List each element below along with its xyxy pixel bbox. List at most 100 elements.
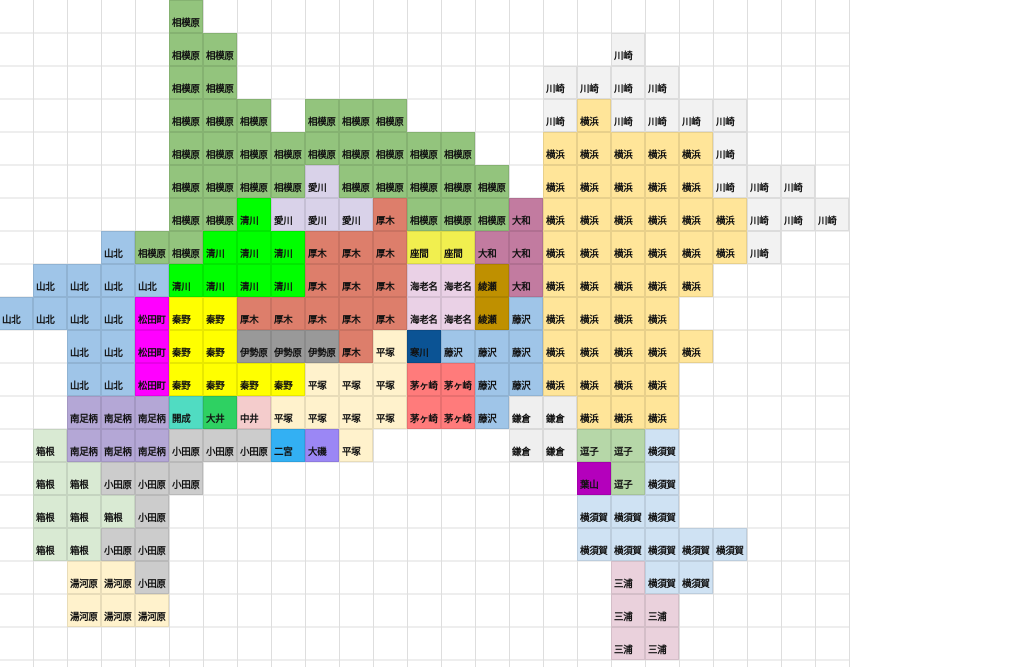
- cell[interactable]: 相模原: [169, 0, 203, 33]
- cell[interactable]: 川崎: [747, 230, 781, 264]
- cell[interactable]: 山北: [67, 329, 101, 363]
- cell[interactable]: 横須賀: [577, 494, 611, 528]
- cell[interactable]: 愛川: [339, 197, 373, 231]
- cell[interactable]: 川崎: [781, 197, 815, 231]
- cell[interactable]: 横須賀: [679, 560, 713, 594]
- cell[interactable]: 厚木: [305, 263, 339, 297]
- cell[interactable]: 横浜: [543, 230, 577, 264]
- cell[interactable]: 三浦: [645, 626, 679, 660]
- cell[interactable]: 厚木: [339, 230, 373, 264]
- cell[interactable]: 横浜: [543, 296, 577, 330]
- cell[interactable]: 山北: [33, 263, 67, 297]
- cell[interactable]: 相模原: [407, 131, 441, 165]
- cell[interactable]: 箱根: [33, 428, 67, 462]
- cell[interactable]: 相模原: [271, 131, 305, 165]
- cell[interactable]: 横須賀: [645, 527, 679, 561]
- cell[interactable]: 相模原: [169, 131, 203, 165]
- cell[interactable]: 横須賀: [645, 560, 679, 594]
- cell[interactable]: 三浦: [645, 593, 679, 627]
- cell[interactable]: 二宮: [271, 428, 305, 462]
- cell[interactable]: 相模原: [407, 197, 441, 231]
- cell[interactable]: 三浦: [611, 593, 645, 627]
- cell[interactable]: 横浜: [645, 395, 679, 429]
- cell[interactable]: 南足柄: [135, 395, 169, 429]
- cell[interactable]: 平塚: [305, 395, 339, 429]
- cell[interactable]: 秦野: [203, 329, 237, 363]
- cell[interactable]: 横浜: [577, 263, 611, 297]
- cell[interactable]: 茅ヶ崎: [407, 362, 441, 396]
- spreadsheet-grid[interactable]: 相模原 相模原 相模原 川崎 相模原 相模原 川崎 川崎 川崎 川崎 相模原 相模原 相模原 相模原 相模原…: [0, 0, 850, 667]
- cell[interactable]: 横浜: [577, 164, 611, 198]
- cell[interactable]: 箱根: [67, 494, 101, 528]
- cell[interactable]: 横浜: [679, 197, 713, 231]
- cell[interactable]: 横須賀: [611, 527, 645, 561]
- cell[interactable]: 横浜: [543, 197, 577, 231]
- cell[interactable]: 横浜: [679, 263, 713, 297]
- cell[interactable]: 山北: [67, 362, 101, 396]
- cell[interactable]: 横浜: [645, 296, 679, 330]
- cell[interactable]: 湯河原: [101, 593, 135, 627]
- cell[interactable]: 相模原: [135, 230, 169, 264]
- cell[interactable]: 川崎: [747, 197, 781, 231]
- cell[interactable]: 湯河原: [67, 560, 101, 594]
- cell[interactable]: 横浜: [611, 230, 645, 264]
- cell[interactable]: 箱根: [33, 494, 67, 528]
- cell[interactable]: 厚木: [271, 296, 305, 330]
- cell[interactable]: 茅ヶ崎: [407, 395, 441, 429]
- cell[interactable]: 横浜: [679, 230, 713, 264]
- cell[interactable]: 大井: [203, 395, 237, 429]
- cell[interactable]: 厚木: [373, 263, 407, 297]
- cell[interactable]: 横浜: [577, 329, 611, 363]
- cell[interactable]: 相模原: [169, 65, 203, 99]
- cell[interactable]: 横須賀: [679, 527, 713, 561]
- cell[interactable]: 小田原: [135, 560, 169, 594]
- cell[interactable]: 厚木: [339, 263, 373, 297]
- cell[interactable]: 清川: [203, 230, 237, 264]
- cell[interactable]: 横浜: [611, 131, 645, 165]
- cell[interactable]: 厚木: [305, 296, 339, 330]
- cell[interactable]: 山北: [135, 263, 169, 297]
- cell[interactable]: 相模原: [203, 98, 237, 132]
- cell[interactable]: 南足柄: [135, 428, 169, 462]
- cell[interactable]: 小田原: [169, 428, 203, 462]
- cell[interactable]: 小田原: [101, 461, 135, 495]
- cell[interactable]: 川崎: [543, 65, 577, 99]
- cell[interactable]: 海老名: [407, 263, 441, 297]
- cell[interactable]: 相模原: [305, 131, 339, 165]
- cell[interactable]: 厚木: [373, 197, 407, 231]
- cell[interactable]: 横浜: [645, 230, 679, 264]
- cell[interactable]: 厚木: [373, 230, 407, 264]
- cell[interactable]: 横浜: [543, 164, 577, 198]
- cell[interactable]: 横浜: [577, 362, 611, 396]
- cell[interactable]: 横浜: [577, 197, 611, 231]
- cell[interactable]: 横浜: [543, 362, 577, 396]
- cell[interactable]: 茅ヶ崎: [441, 395, 475, 429]
- cell[interactable]: 川崎: [815, 197, 849, 231]
- cell[interactable]: 平塚: [373, 329, 407, 363]
- cell[interactable]: 相模原: [441, 131, 475, 165]
- cell[interactable]: 横浜: [611, 296, 645, 330]
- cell[interactable]: 横浜: [645, 197, 679, 231]
- cell[interactable]: 横浜: [611, 197, 645, 231]
- cell[interactable]: 相模原: [169, 98, 203, 132]
- cell[interactable]: 横浜: [611, 362, 645, 396]
- cell[interactable]: 逗子: [577, 428, 611, 462]
- cell[interactable]: 横浜: [577, 230, 611, 264]
- cell[interactable]: 松田町: [135, 329, 169, 363]
- cell[interactable]: 平塚: [339, 395, 373, 429]
- cell[interactable]: 川崎: [713, 164, 747, 198]
- cell[interactable]: 山北: [67, 296, 101, 330]
- cell[interactable]: 相模原: [305, 98, 339, 132]
- cell[interactable]: 南足柄: [67, 395, 101, 429]
- cell[interactable]: 川崎: [713, 98, 747, 132]
- cell[interactable]: 秦野: [169, 329, 203, 363]
- cell[interactable]: 横須賀: [645, 428, 679, 462]
- cell[interactable]: 厚木: [339, 296, 373, 330]
- cell[interactable]: 横浜: [611, 395, 645, 429]
- cell[interactable]: 中井: [237, 395, 271, 429]
- cell[interactable]: 清川: [237, 263, 271, 297]
- cell[interactable]: 松田町: [135, 296, 169, 330]
- cell[interactable]: 大和: [475, 230, 509, 264]
- cell[interactable]: 横浜: [645, 362, 679, 396]
- cell[interactable]: 箱根: [101, 494, 135, 528]
